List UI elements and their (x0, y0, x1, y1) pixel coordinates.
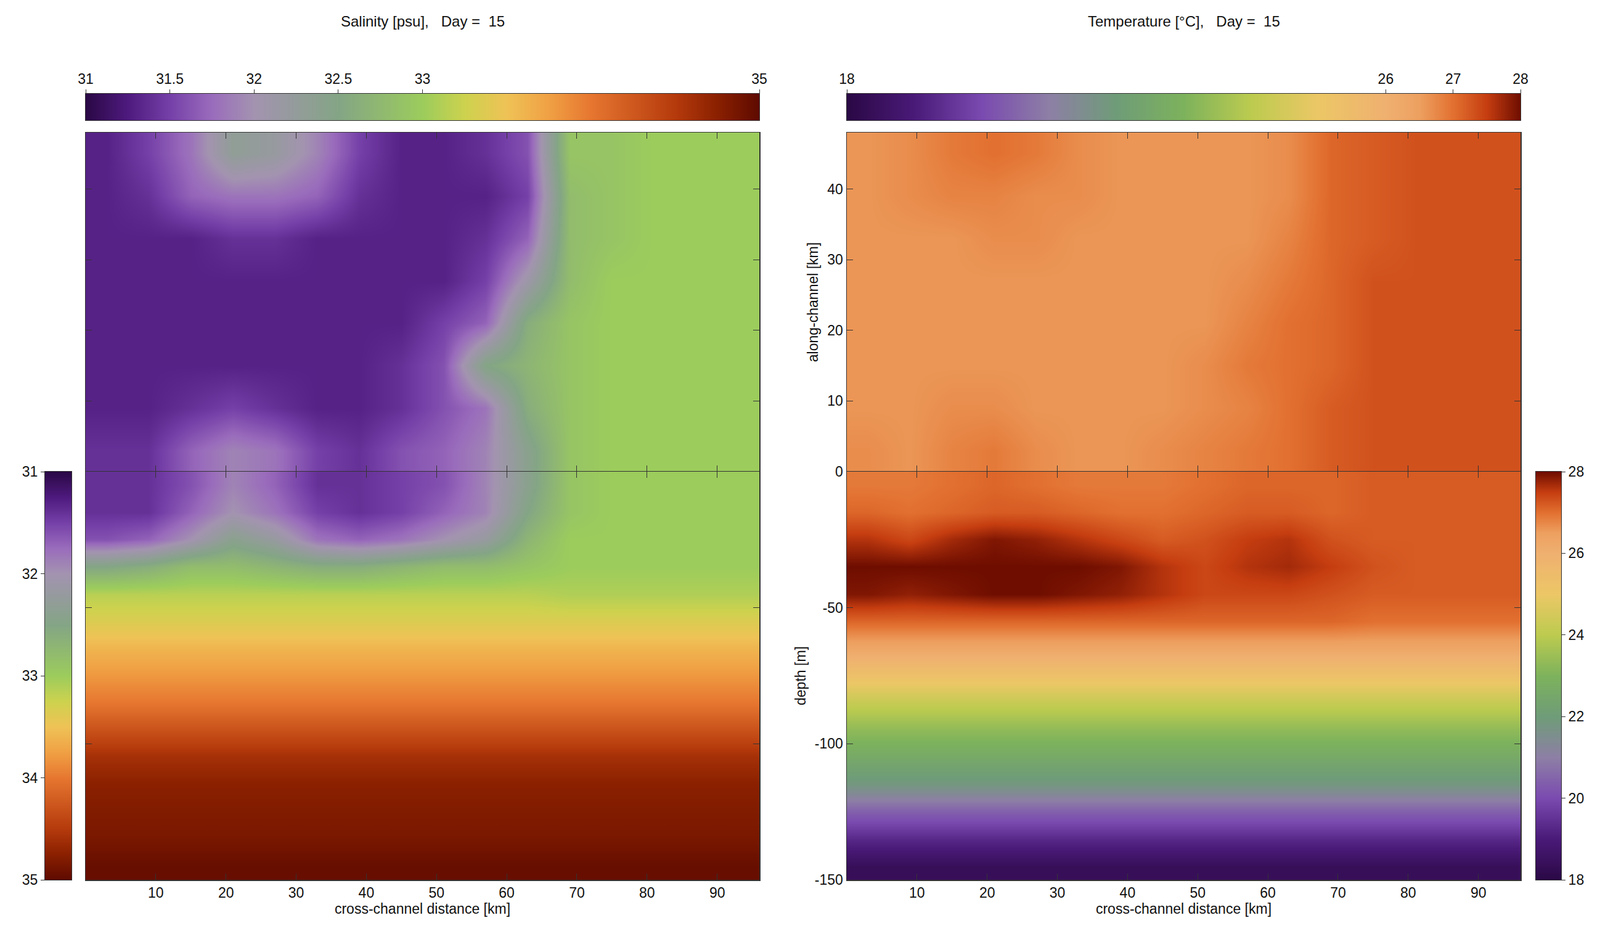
svg-text:35: 35 (22, 871, 39, 888)
svg-text:40: 40 (827, 181, 844, 198)
svg-text:90: 90 (709, 884, 726, 901)
svg-text:30: 30 (1049, 884, 1066, 901)
svg-text:33: 33 (22, 667, 39, 684)
svg-text:10: 10 (909, 884, 926, 901)
svg-text:33: 33 (414, 70, 431, 87)
svg-text:18: 18 (838, 70, 855, 87)
svg-text:10: 10 (827, 392, 844, 409)
svg-text:31.5: 31.5 (155, 70, 184, 87)
svg-text:80: 80 (639, 884, 656, 901)
svg-text:70: 70 (1330, 884, 1347, 901)
svg-text:cross-channel distance [km]: cross-channel distance [km] (1095, 900, 1272, 917)
svg-text:32.5: 32.5 (324, 70, 352, 87)
svg-text:26: 26 (1568, 544, 1585, 561)
svg-text:10: 10 (147, 884, 164, 901)
svg-text:cross-channel distance [km]: cross-channel distance [km] (334, 900, 511, 917)
svg-text:31: 31 (77, 70, 94, 87)
svg-text:70: 70 (568, 884, 585, 901)
svg-text:31: 31 (22, 463, 39, 480)
svg-text:40: 40 (1119, 884, 1136, 901)
svg-text:32: 32 (22, 565, 39, 582)
svg-text:-150: -150 (814, 871, 844, 888)
svg-text:20: 20 (979, 884, 996, 901)
svg-text:32: 32 (245, 70, 262, 87)
svg-text:18: 18 (1568, 871, 1585, 888)
svg-text:24: 24 (1568, 626, 1585, 643)
svg-text:34: 34 (22, 769, 39, 786)
svg-text:27: 27 (1445, 70, 1462, 87)
svg-text:35: 35 (751, 70, 768, 87)
svg-text:0: 0 (835, 463, 844, 480)
svg-text:Temperature [°C], Day = 15: Temperature [°C], Day = 15 (1087, 12, 1281, 30)
svg-text:Salinity [psu], Day = 15: Salinity [psu], Day = 15 (340, 12, 505, 30)
svg-text:60: 60 (498, 884, 515, 901)
svg-text:50: 50 (1189, 884, 1206, 901)
svg-text:30: 30 (288, 884, 305, 901)
svg-text:-50: -50 (822, 599, 844, 616)
svg-text:depth [m]: depth [m] (792, 645, 809, 706)
svg-text:30: 30 (827, 251, 844, 268)
svg-text:20: 20 (827, 322, 844, 339)
svg-text:60: 60 (1259, 884, 1276, 901)
svg-text:28: 28 (1512, 70, 1529, 87)
svg-text:50: 50 (428, 884, 445, 901)
svg-text:28: 28 (1568, 463, 1585, 480)
svg-text:22: 22 (1568, 708, 1585, 725)
svg-text:along-channel [km]: along-channel [km] (804, 242, 821, 362)
svg-text:-100: -100 (814, 735, 844, 752)
svg-text:20: 20 (1568, 790, 1585, 807)
svg-text:26: 26 (1378, 70, 1395, 87)
svg-text:20: 20 (218, 884, 235, 901)
svg-text:90: 90 (1470, 884, 1487, 901)
svg-text:40: 40 (358, 884, 375, 901)
svg-text:80: 80 (1400, 884, 1417, 901)
